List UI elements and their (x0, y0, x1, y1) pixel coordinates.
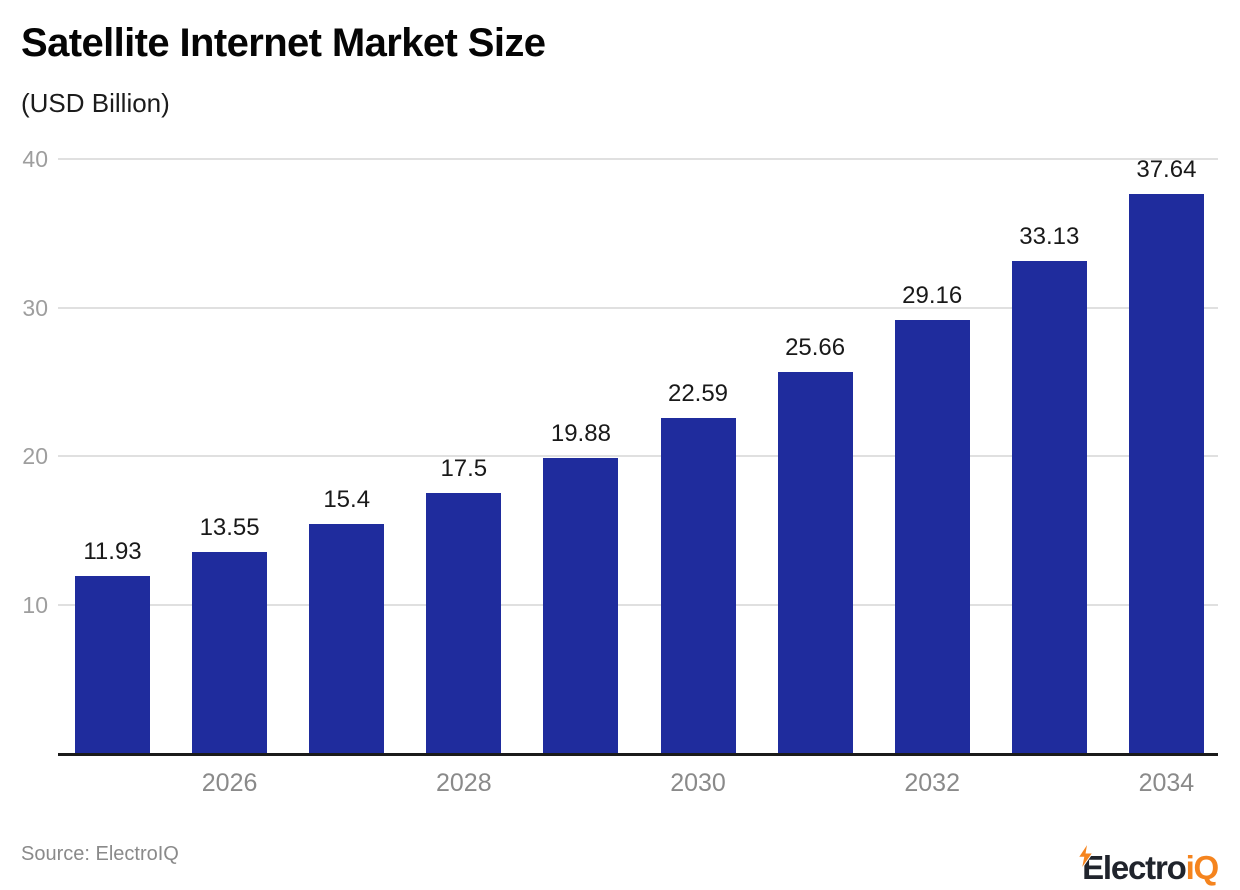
x-tick-label: 2028 (435, 769, 492, 797)
electroiq-logo: ElectroiQ (1077, 842, 1220, 886)
bar-value-label: 13.55 (199, 513, 260, 541)
gridline (58, 603, 1218, 606)
plot-area: 10 20 30 40 11.93 13.55 2026 15.4 17.5 2028 19.88 2… (22, 146, 1218, 797)
x-tick-label: 2034 (1138, 769, 1195, 797)
bar (894, 319, 970, 753)
y-tick-label: 30 (22, 294, 48, 321)
gridline (58, 158, 1218, 160)
y-tick-label: 20 (22, 443, 48, 469)
x-tick-label: 2030 (670, 769, 726, 797)
bar (543, 457, 619, 753)
lightning-bolt-icon (1077, 841, 1094, 874)
bar-value-label: 15.4 (323, 486, 371, 514)
bar (777, 371, 853, 753)
bar (660, 417, 736, 753)
bar (426, 493, 502, 753)
gridline (58, 455, 1218, 457)
chart-subtitle: (USD Billion) (21, 88, 170, 118)
x-axis-line (58, 753, 1218, 756)
x-tick-label: 2026 (201, 769, 258, 797)
y-tick-label: 40 (22, 146, 48, 172)
chart-title: Satellite Internet Market Size (21, 21, 546, 65)
bar (1011, 261, 1087, 753)
bar-value-label: 37.64 (1136, 156, 1197, 184)
bar-value-label: 33.13 (1019, 223, 1080, 251)
bar-value-label: 29.16 (902, 281, 963, 309)
bar (1128, 194, 1204, 753)
y-tick-label: 10 (22, 591, 48, 618)
bar-value-label: 25.66 (785, 333, 846, 361)
logo-text-dark: Electro (1082, 849, 1187, 886)
bar-value-label: 17.5 (440, 455, 488, 483)
bar-value-label: 19.88 (550, 419, 611, 447)
x-tick-label: 2032 (904, 769, 960, 797)
bar (75, 575, 150, 753)
bar (309, 524, 385, 753)
bar (192, 551, 268, 753)
logo-text-accent: iQ (1185, 849, 1220, 886)
bar-value-label: 22.59 (667, 379, 729, 407)
bar-value-label: 11.93 (83, 537, 142, 565)
gridline (58, 306, 1218, 309)
source-note: Source: ElectroIQ (21, 843, 179, 865)
